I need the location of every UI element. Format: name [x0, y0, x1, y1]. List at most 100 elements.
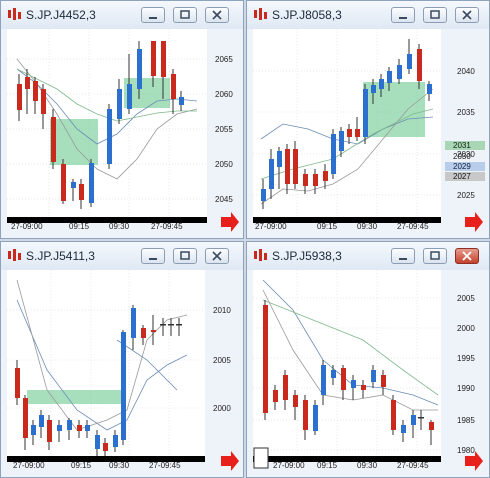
minimize-icon	[399, 17, 407, 19]
close-button[interactable]	[205, 248, 229, 264]
candlestick-chart[interactable]: 2040 2035 2030 2025 2031 2030 2029 2027 …	[253, 29, 485, 236]
candle	[283, 375, 288, 400]
candle	[379, 79, 384, 89]
chart-window-j5938[interactable]: S.JP.J5938,3	[246, 241, 490, 478]
price-tags: 2031 2030 2029 2027	[445, 141, 485, 181]
candle	[77, 425, 82, 431]
restore-button[interactable]	[423, 248, 447, 264]
x-axis-bar	[253, 217, 441, 223]
window-titlebar[interactable]: S.JP.J8058,3	[247, 1, 489, 29]
candlestick-chart[interactable]: 2065 2060 2055 2050 2045 27-09:00 09:15 …	[7, 29, 239, 236]
restore-button[interactable]	[173, 7, 197, 23]
y-tick-label: 1990	[457, 384, 475, 393]
window-titlebar[interactable]: S.JP.J4452,3	[1, 1, 243, 29]
x-axis: 27-09:00 09:15 09:30 27-09:45	[255, 222, 429, 231]
candle	[285, 149, 290, 184]
restore-icon	[180, 10, 190, 19]
y-tick-label: 2050	[215, 160, 233, 169]
candle	[269, 159, 274, 189]
candle	[401, 425, 406, 433]
close-button[interactable]	[205, 7, 229, 23]
candle	[371, 85, 376, 93]
close-icon	[462, 10, 472, 20]
y-tick-label: 2005	[457, 294, 475, 303]
moving-average-line	[262, 299, 439, 396]
candle	[176, 324, 182, 326]
candle	[321, 365, 326, 395]
x-tick-label: 09:15	[71, 461, 92, 470]
candle	[137, 49, 142, 89]
candle	[47, 420, 52, 442]
close-button[interactable]	[455, 248, 479, 264]
price-tag-bg	[445, 141, 485, 150]
candle	[85, 425, 90, 431]
candle	[341, 368, 346, 390]
candles	[263, 300, 434, 445]
window-titlebar[interactable]: S.JP.J5411,3	[1, 242, 243, 270]
minimize-button[interactable]	[141, 7, 165, 23]
candle	[391, 400, 396, 430]
chart-window-j8058[interactable]: S.JP.J8058,3	[246, 0, 490, 239]
candle	[161, 41, 166, 77]
moving-average-line	[16, 299, 188, 431]
y-tick-label: 2025	[457, 191, 475, 200]
candle	[39, 415, 44, 427]
candle	[339, 131, 344, 151]
candle	[429, 422, 434, 430]
candle	[61, 164, 66, 201]
price-tag-label: 2030	[453, 152, 471, 161]
minimize-icon	[149, 258, 157, 260]
scroll-right-arrow-icon[interactable]	[465, 451, 483, 471]
restore-button[interactable]	[423, 7, 447, 23]
scroll-right-arrow-icon[interactable]	[465, 212, 483, 232]
window-title: S.JP.J5938,3	[272, 249, 342, 263]
chart-window-j5411[interactable]: S.JP.J5411,3	[0, 241, 244, 478]
moving-average-line	[116, 339, 178, 391]
candle	[71, 182, 76, 188]
y-tick-label: 2040	[457, 67, 475, 76]
minimize-button[interactable]	[141, 248, 165, 264]
candle	[95, 435, 100, 449]
close-icon	[212, 251, 222, 261]
y-axis: 2040 2035 2030 2025	[457, 67, 475, 200]
candle	[51, 117, 56, 162]
candle	[57, 425, 62, 431]
window-title: S.JP.J8058,3	[272, 8, 342, 22]
minimize-button[interactable]	[391, 7, 415, 23]
y-tick-label: 2035	[457, 108, 475, 117]
scroll-thumb[interactable]	[253, 447, 269, 469]
candlestick-chart[interactable]: 2005 2000 1995 1990 1985 1980 27-09:00 0…	[253, 270, 485, 475]
scroll-right-arrow-icon[interactable]	[221, 451, 239, 471]
y-tick-label: 2045	[215, 195, 233, 204]
restore-icon	[180, 251, 190, 260]
candle	[23, 398, 28, 438]
chart-window-j4452[interactable]: S.JP.J4452,3	[0, 0, 244, 239]
candle	[151, 41, 156, 76]
candle	[351, 380, 356, 388]
candle	[411, 415, 416, 425]
y-tick-label: 2000	[457, 324, 475, 333]
restore-button[interactable]	[173, 248, 197, 264]
minimize-button[interactable]	[391, 248, 415, 264]
candle	[89, 163, 94, 203]
window-titlebar[interactable]: S.JP.J5938,3	[247, 242, 489, 270]
price-tag-bg	[445, 172, 485, 181]
candle	[263, 305, 268, 413]
candle	[273, 390, 278, 402]
candlestick-chart[interactable]: 2010 2005 2000 27-09:00 09:15 09:30 27-0…	[7, 270, 239, 475]
y-axis: 2065 2060 2055 2050 2045	[215, 55, 233, 204]
x-axis-bar	[7, 456, 205, 462]
candle	[179, 97, 184, 105]
scroll-right-arrow-icon[interactable]	[221, 212, 239, 232]
candle	[331, 370, 336, 378]
close-icon	[462, 251, 472, 261]
x-tick-label: 09:15	[69, 222, 90, 231]
x-tick-label: 27-09:45	[397, 461, 429, 470]
close-button[interactable]	[455, 7, 479, 23]
minimize-icon	[149, 17, 157, 19]
close-icon	[212, 10, 222, 20]
candle	[293, 395, 298, 407]
minimize-icon	[399, 258, 407, 260]
x-tick-label: 27-09:45	[149, 461, 181, 470]
candle	[160, 324, 166, 326]
